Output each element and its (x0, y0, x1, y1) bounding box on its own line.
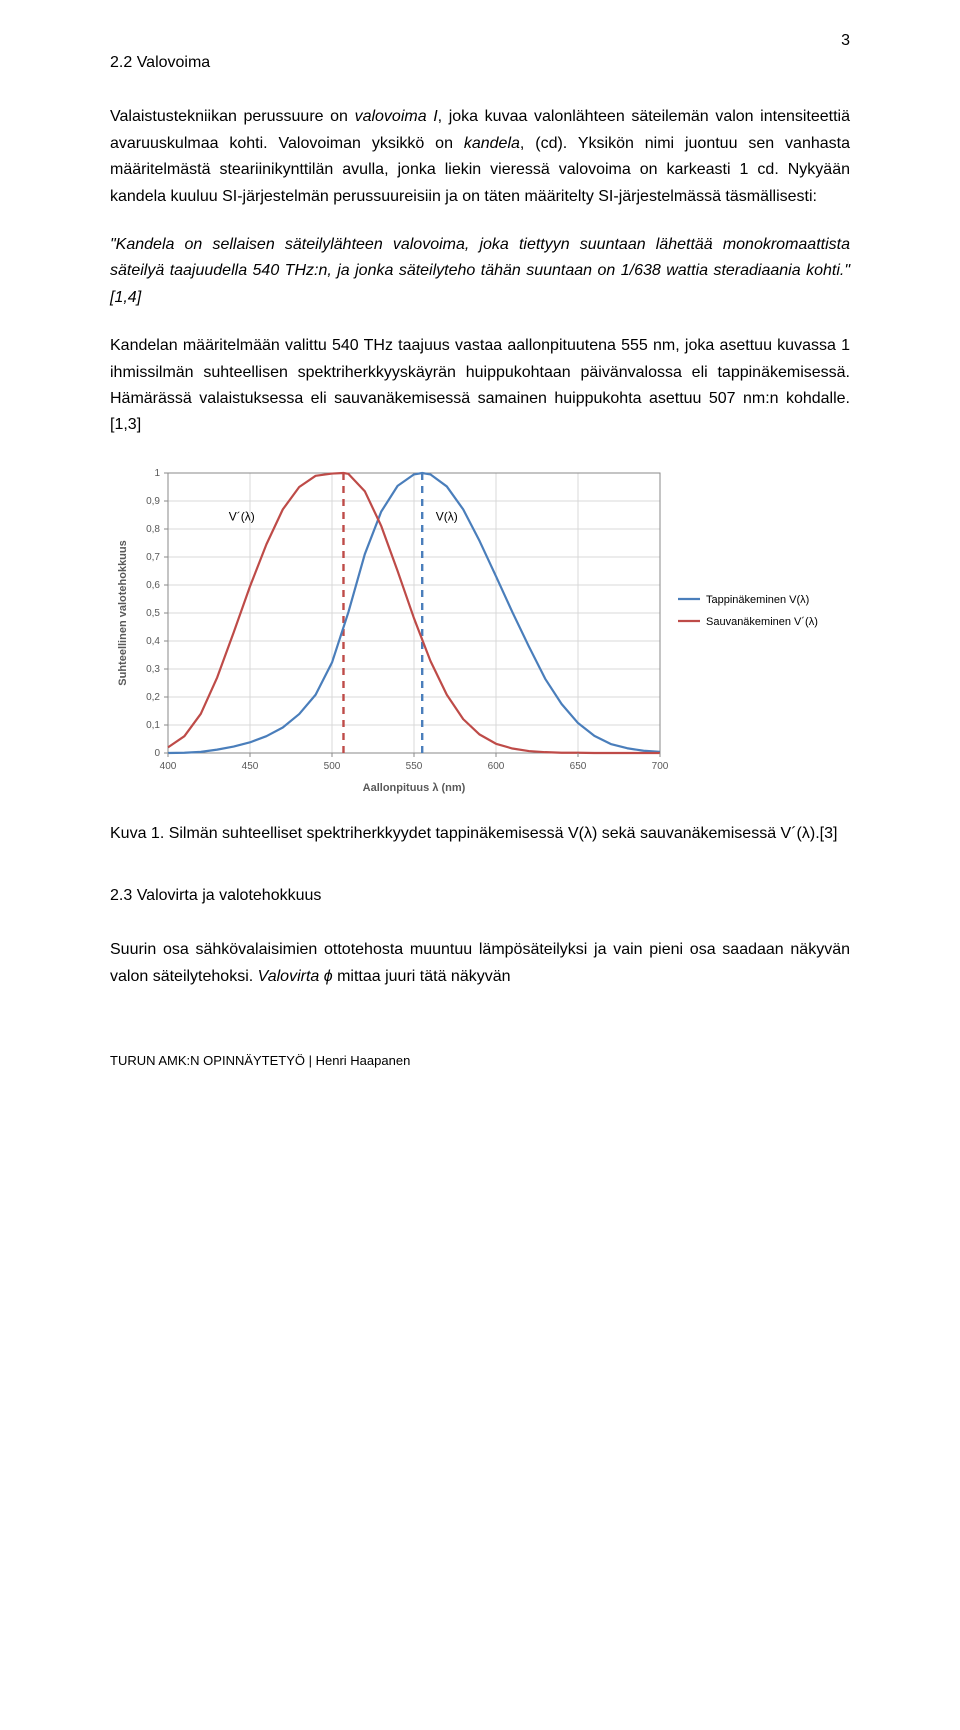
p1-italic-1: valovoima I (355, 108, 438, 125)
p1-text-a: Valaistustekniikan perussuure on (110, 108, 355, 125)
svg-text:Tappinäkeminen V(λ): Tappinäkeminen V(λ) (706, 594, 809, 606)
chart-svg: 0 0,1 0,2 0,3 0,4 0,5 0,6 0,7 0,8 0,9 1 400 450 500 55… (110, 461, 850, 801)
svg-text:Aallonpituus λ (nm): Aallonpituus λ (nm) (363, 782, 466, 794)
p1-italic-2: kandela (464, 135, 520, 152)
kandela-definition-quote: "Kandela on sellaisen säteilylähteen val… (110, 232, 850, 311)
svg-text:0: 0 (154, 748, 160, 759)
section-heading-2-2: 2.2 Valovoima (110, 50, 850, 76)
svg-text:0,7: 0,7 (146, 552, 160, 563)
svg-text:0,6: 0,6 (146, 580, 160, 591)
svg-text:0,3: 0,3 (146, 664, 160, 675)
svg-text:450: 450 (242, 761, 259, 772)
svg-text:0,5: 0,5 (146, 608, 160, 619)
paragraph-intro: Valaistustekniikan perussuure on valovoi… (110, 104, 850, 210)
footer-text: TURUN AMK:N OPINNÄYTETYÖ | Henri Haapane… (110, 1050, 850, 1071)
svg-text:V(λ): V(λ) (436, 509, 458, 523)
section-heading-2-3: 2.3 Valovirta ja valotehokkuus (110, 883, 850, 909)
section2-paragraph: Suurin osa sähkövalaisimien ottotehosta … (110, 937, 850, 990)
svg-text:0,2: 0,2 (146, 692, 160, 703)
s2-italic: Valovirta ϕ (258, 968, 333, 985)
s2-text-b: mittaa juuri tätä näkyvän (333, 968, 511, 985)
svg-text:Sauvanäkeminen V´(λ): Sauvanäkeminen V´(λ) (706, 616, 818, 628)
svg-text:V´(λ): V´(λ) (229, 509, 255, 523)
svg-text:1: 1 (154, 468, 160, 479)
svg-text:400: 400 (160, 761, 177, 772)
paragraph-after-quote: Kandelan määritelmään valittu 540 THz ta… (110, 333, 850, 439)
svg-text:700: 700 (652, 761, 669, 772)
spectral-sensitivity-chart: 0 0,1 0,2 0,3 0,4 0,5 0,6 0,7 0,8 0,9 1 400 450 500 55… (110, 461, 850, 801)
svg-text:0,9: 0,9 (146, 496, 160, 507)
svg-text:500: 500 (324, 761, 341, 772)
svg-text:0,1: 0,1 (146, 720, 160, 731)
svg-text:600: 600 (488, 761, 505, 772)
svg-text:Suhteellinen valotehokkuus: Suhteellinen valotehokkuus (117, 540, 129, 685)
svg-text:650: 650 (570, 761, 587, 772)
svg-text:0,8: 0,8 (146, 524, 160, 535)
figure-1-caption: Kuva 1. Silmän suhteelliset spektriherkk… (110, 821, 850, 847)
page-number: 3 (841, 28, 850, 54)
svg-text:0,4: 0,4 (146, 636, 160, 647)
svg-text:550: 550 (406, 761, 423, 772)
